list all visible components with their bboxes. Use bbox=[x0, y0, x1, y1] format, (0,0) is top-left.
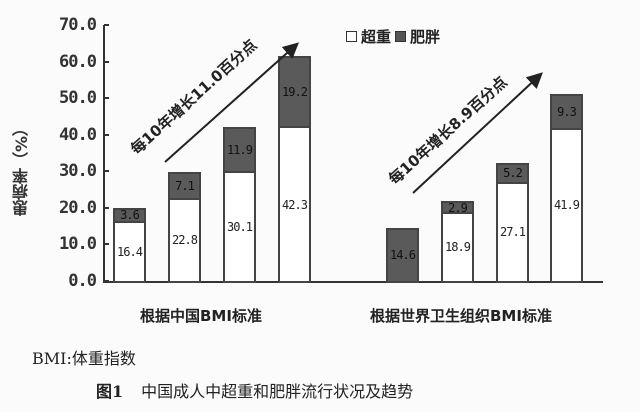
group-label-china: 根据中国BMI标准 bbox=[140, 307, 262, 325]
trend-arrow-1 bbox=[164, 42, 299, 163]
bar-segment-obese: 5.2 bbox=[496, 162, 529, 184]
figure-caption: 图1 中国成人中超重和肥胖流行状况及趋势 bbox=[96, 378, 413, 402]
y-tick-label: 30.0 bbox=[59, 161, 97, 182]
y-tick-label: 60.0 bbox=[59, 51, 97, 72]
bar: 27.1 5.2 bbox=[496, 0, 529, 283]
bar: 18.9 2.9 bbox=[441, 0, 474, 283]
trend-arrows bbox=[164, 42, 543, 194]
bar-segment-overweight: 16.4 bbox=[113, 221, 146, 283]
legend-label-overweight: 超重 bbox=[361, 28, 392, 46]
y-tick-label: 50.0 bbox=[59, 88, 97, 109]
y-axis bbox=[103, 25, 105, 282]
bar: 30.1 11.9 bbox=[223, 0, 256, 283]
bar: 14.6 bbox=[386, 0, 419, 283]
bar-segment-obese: 3.6 bbox=[113, 207, 146, 223]
y-tick-mark bbox=[104, 206, 109, 209]
y-tick-mark bbox=[104, 170, 109, 173]
bar: 41.9 9.3 bbox=[550, 0, 583, 283]
y-tick-mark bbox=[104, 243, 109, 246]
x-axis bbox=[103, 281, 603, 283]
figure-number: 图1 bbox=[96, 382, 124, 401]
y-tick-mark bbox=[104, 60, 109, 63]
bar: 22.8 7.1 bbox=[168, 0, 201, 283]
bar-segment-obese: 14.6 bbox=[386, 227, 419, 283]
group-label-who: 根据世界卫生组织BMI标准 bbox=[370, 307, 552, 325]
legend-swatch-overweight bbox=[346, 31, 357, 42]
bar-segment-obese: 2.9 bbox=[441, 201, 474, 215]
bar-segment-obese: 9.3 bbox=[550, 93, 583, 130]
bar-segment-overweight: 27.1 bbox=[496, 181, 529, 283]
bar-segment-overweight: 30.1 bbox=[223, 170, 256, 283]
y-tick-mark bbox=[104, 24, 109, 26]
legend-label-obese: 肥胖 bbox=[410, 28, 441, 46]
y-tick-mark bbox=[104, 97, 109, 100]
bar-segment-overweight: 42.3 bbox=[278, 126, 311, 283]
y-tick-label: 70.0 bbox=[59, 15, 97, 35]
y-tick-label: 10.0 bbox=[59, 234, 97, 255]
bar-segment-obese: 11.9 bbox=[223, 127, 256, 173]
bar-segment-overweight: 41.9 bbox=[550, 127, 583, 283]
legend: 超重 肥胖 bbox=[346, 26, 440, 47]
bar: 16.4 3.6 bbox=[113, 0, 146, 283]
footnote: BMI:体重指数 bbox=[32, 349, 136, 368]
y-tick-mark bbox=[104, 133, 109, 136]
bar: 42.3 19.2 bbox=[278, 0, 311, 283]
trend-arrow-2 bbox=[412, 72, 543, 194]
y-tick-label: 0.0 bbox=[68, 271, 97, 291]
figure-title: 中国成人中超重和肥胖流行状况及趋势 bbox=[141, 382, 414, 401]
y-tick-label: 40.0 bbox=[59, 124, 97, 145]
bar-segment-obese: 7.1 bbox=[168, 171, 201, 200]
legend-swatch-obese bbox=[395, 31, 407, 42]
y-tick-label: 20.0 bbox=[59, 197, 97, 218]
